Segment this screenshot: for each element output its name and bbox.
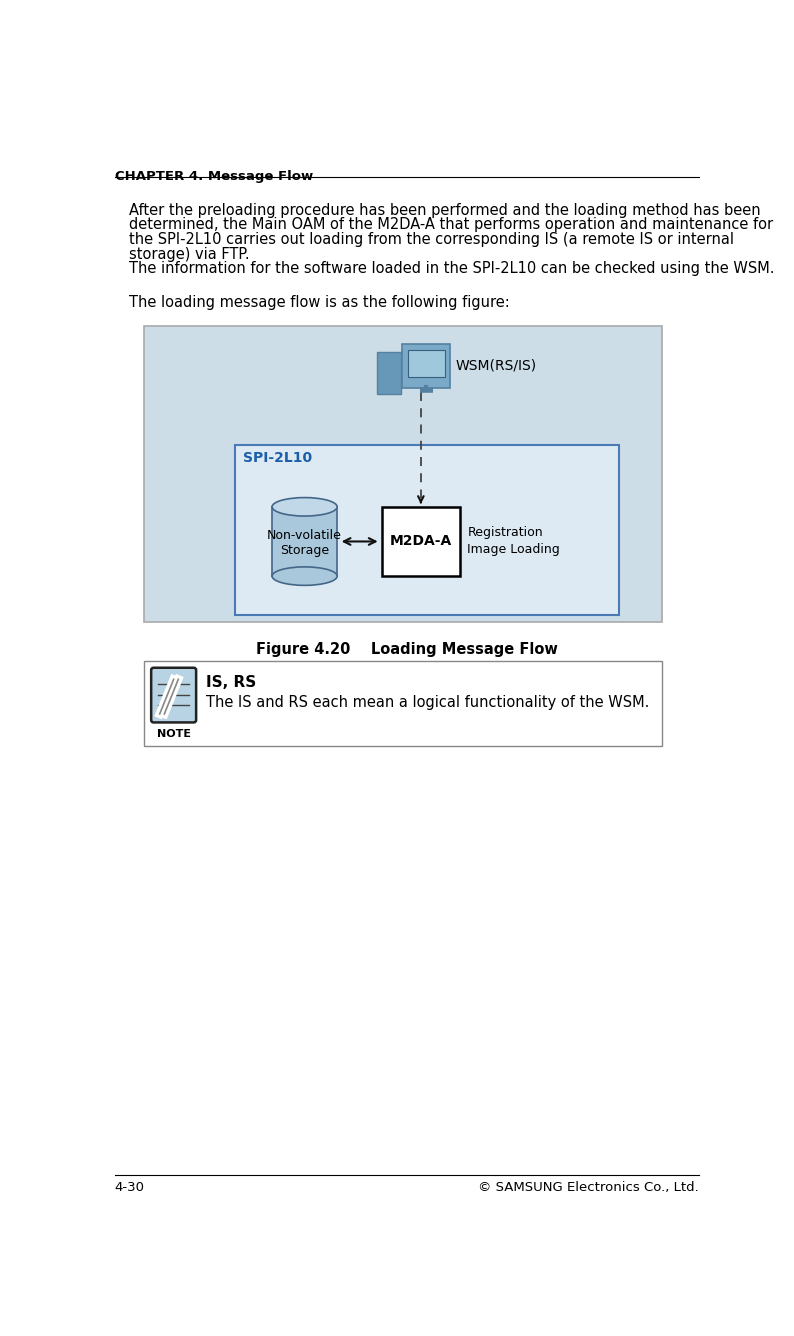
FancyBboxPatch shape [382,506,460,576]
Text: WSM(RS/IS): WSM(RS/IS) [456,359,537,373]
Text: storage) via FTP.: storage) via FTP. [129,247,249,262]
Text: the SPI-2L10 carries out loading from the corresponding IS (a remote IS or inter: the SPI-2L10 carries out loading from th… [129,232,734,247]
Text: The information for the software loaded in the SPI-2L10 can be checked using the: The information for the software loaded … [129,262,774,277]
Text: 4-30: 4-30 [115,1181,145,1194]
Text: NOTE: NOTE [156,729,191,739]
FancyBboxPatch shape [235,445,619,615]
Text: IS, RS: IS, RS [206,675,256,689]
FancyBboxPatch shape [407,350,445,377]
Text: Figure 4.20    Loading Message Flow: Figure 4.20 Loading Message Flow [256,641,558,656]
Text: Registration
Image Loading: Registration Image Loading [468,526,560,557]
FancyBboxPatch shape [403,345,450,389]
FancyBboxPatch shape [151,668,196,723]
Text: The IS and RS each mean a logical functionality of the WSM.: The IS and RS each mean a logical functi… [206,695,649,709]
Text: Non-volatile
Storage: Non-volatile Storage [268,529,342,557]
Text: After the preloading procedure has been performed and the loading method has bee: After the preloading procedure has been … [129,203,761,218]
Bar [272,506,337,576]
FancyBboxPatch shape [145,326,662,623]
FancyBboxPatch shape [145,661,662,745]
Text: M2DA-A: M2DA-A [390,534,452,549]
Text: CHAPTER 4. Message Flow: CHAPTER 4. Message Flow [115,170,313,183]
Ellipse shape [272,566,337,585]
Text: SPI-2L10: SPI-2L10 [243,452,312,465]
FancyBboxPatch shape [377,353,401,394]
Text: determined, the Main OAM of the M2DA-A that performs operation and maintenance f: determined, the Main OAM of the M2DA-A t… [129,218,773,232]
Ellipse shape [272,497,337,516]
Text: © SAMSUNG Electronics Co., Ltd.: © SAMSUNG Electronics Co., Ltd. [478,1181,699,1194]
Text: The loading message flow is as the following figure:: The loading message flow is as the follo… [129,295,510,310]
